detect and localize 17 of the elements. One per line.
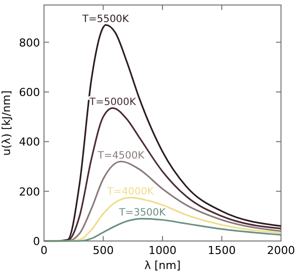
series-label: T=5000K — [88, 97, 136, 108]
y-tick-label: 600 — [19, 86, 40, 99]
line-series — [43, 218, 282, 242]
series-label: T=4000K — [106, 186, 154, 198]
x-tick-label: 500 — [92, 244, 114, 257]
y-tick-label: 800 — [19, 36, 40, 50]
x-tick-label: 1000 — [148, 244, 176, 257]
x-axis-title: λ [nm] — [144, 259, 181, 272]
series-label: T=5500K — [81, 14, 130, 25]
series-label: T=4500K — [96, 150, 145, 162]
series-label: T=3500K — [118, 208, 166, 219]
y-tick-label: 400 — [19, 136, 40, 149]
x-tick-label: 2000 — [267, 244, 295, 257]
y-tick-label: 200 — [19, 185, 40, 198]
x-tick-label: 1500 — [208, 244, 236, 257]
y-axis-title: u(λ) [kJ/nm] — [0, 90, 13, 156]
y-tick-label: 0 — [33, 235, 40, 248]
